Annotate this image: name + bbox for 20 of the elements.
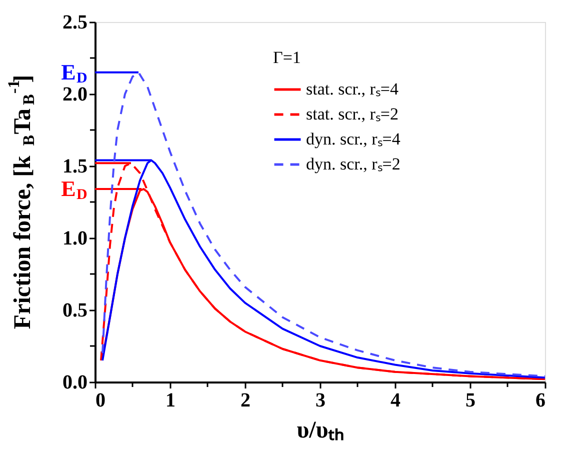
x-tick-label: 4 (390, 390, 400, 412)
legend-label: dyn. scr., rₛ=2 (306, 154, 400, 174)
legend-label: stat. scr., rₛ=4 (306, 80, 399, 98)
y-tick-label: 0.0 (62, 372, 88, 394)
y-tick-label: 2.5 (62, 12, 88, 34)
legend-title: Γ=1 (273, 48, 301, 67)
y-tick-label: 1.0 (62, 228, 88, 250)
y-axis-title: Friction force, [kBTaB-1] (4, 74, 38, 330)
legend-label: dyn. scr., rₛ=4 (306, 130, 401, 148)
legend-label: stat. scr., rₛ=2 (306, 104, 398, 124)
x-tick-label: 0 (96, 390, 106, 412)
x-tick-label: 1 (166, 390, 176, 412)
x-tick-label: 3 (316, 390, 326, 412)
x-tick-label: 2 (240, 390, 250, 412)
y-tick-label: 0.5 (62, 300, 88, 322)
x-tick-label: 6 (536, 390, 546, 412)
x-axis-title: υ/υₜₕ (296, 418, 344, 444)
y-tick-label: 1.5 (62, 156, 88, 178)
y-tick-label: 2.0 (62, 84, 88, 106)
x-tick-label: 5 (466, 390, 476, 412)
